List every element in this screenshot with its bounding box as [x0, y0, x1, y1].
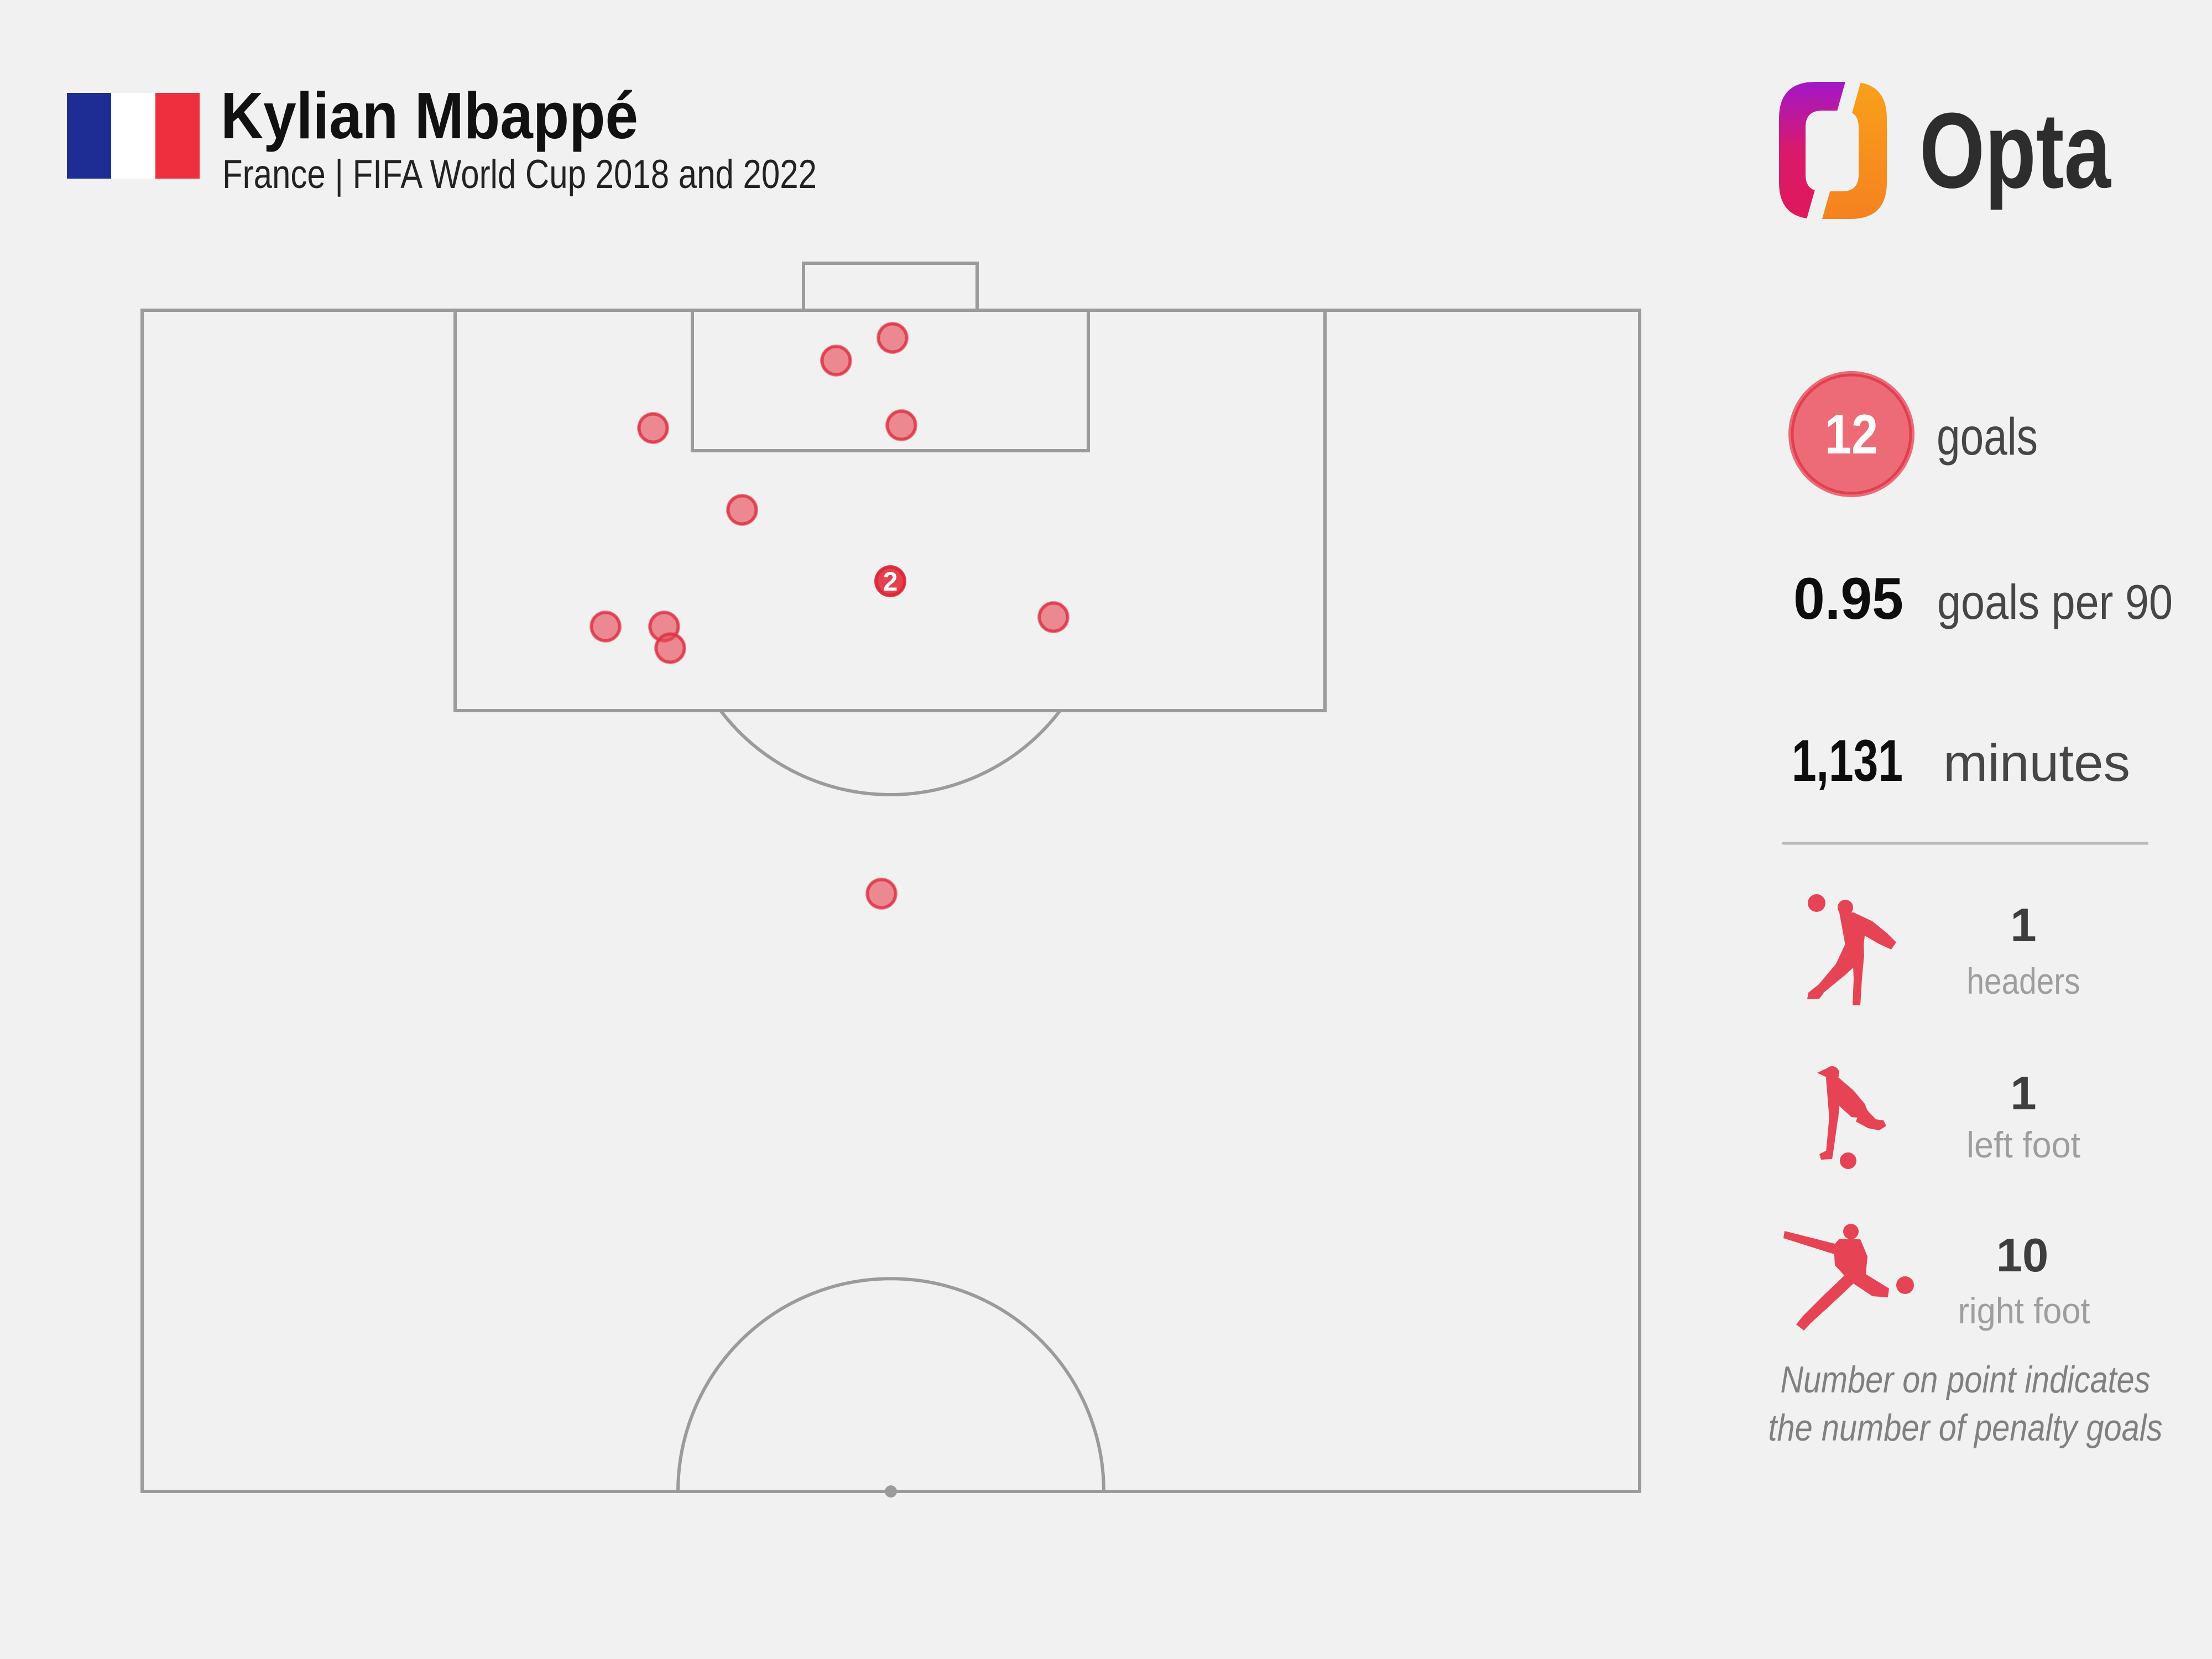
svg-text:1: 1: [2010, 1067, 2036, 1120]
svg-text:1,131: 1,131: [1792, 727, 1903, 794]
svg-text:Number on point indicates: Number on point indicates: [1781, 1359, 2151, 1401]
svg-text:France | FIFA World Cup 2018 a: France | FIFA World Cup 2018 and 2022: [222, 152, 817, 197]
svg-text:the number of penalty goals: the number of penalty goals: [1768, 1407, 2163, 1449]
svg-text:goals: goals: [1937, 408, 2038, 466]
svg-text:right foot: right foot: [1958, 1290, 2090, 1331]
svg-text:Opta: Opta: [1919, 91, 2112, 211]
svg-text:12: 12: [1825, 404, 1878, 466]
svg-text:left foot: left foot: [1966, 1124, 2080, 1165]
svg-text:10: 10: [1996, 1229, 2049, 1282]
svg-text:Kylian Mbappé: Kylian Mbappé: [221, 79, 638, 153]
svg-text:minutes: minutes: [1943, 734, 2130, 792]
svg-text:headers: headers: [1967, 961, 2080, 1001]
svg-text:goals per 90: goals per 90: [1937, 575, 2173, 629]
svg-text:0.95: 0.95: [1793, 565, 1903, 632]
svg-text:2: 2: [883, 567, 898, 597]
svg-text:1: 1: [2010, 899, 2036, 952]
